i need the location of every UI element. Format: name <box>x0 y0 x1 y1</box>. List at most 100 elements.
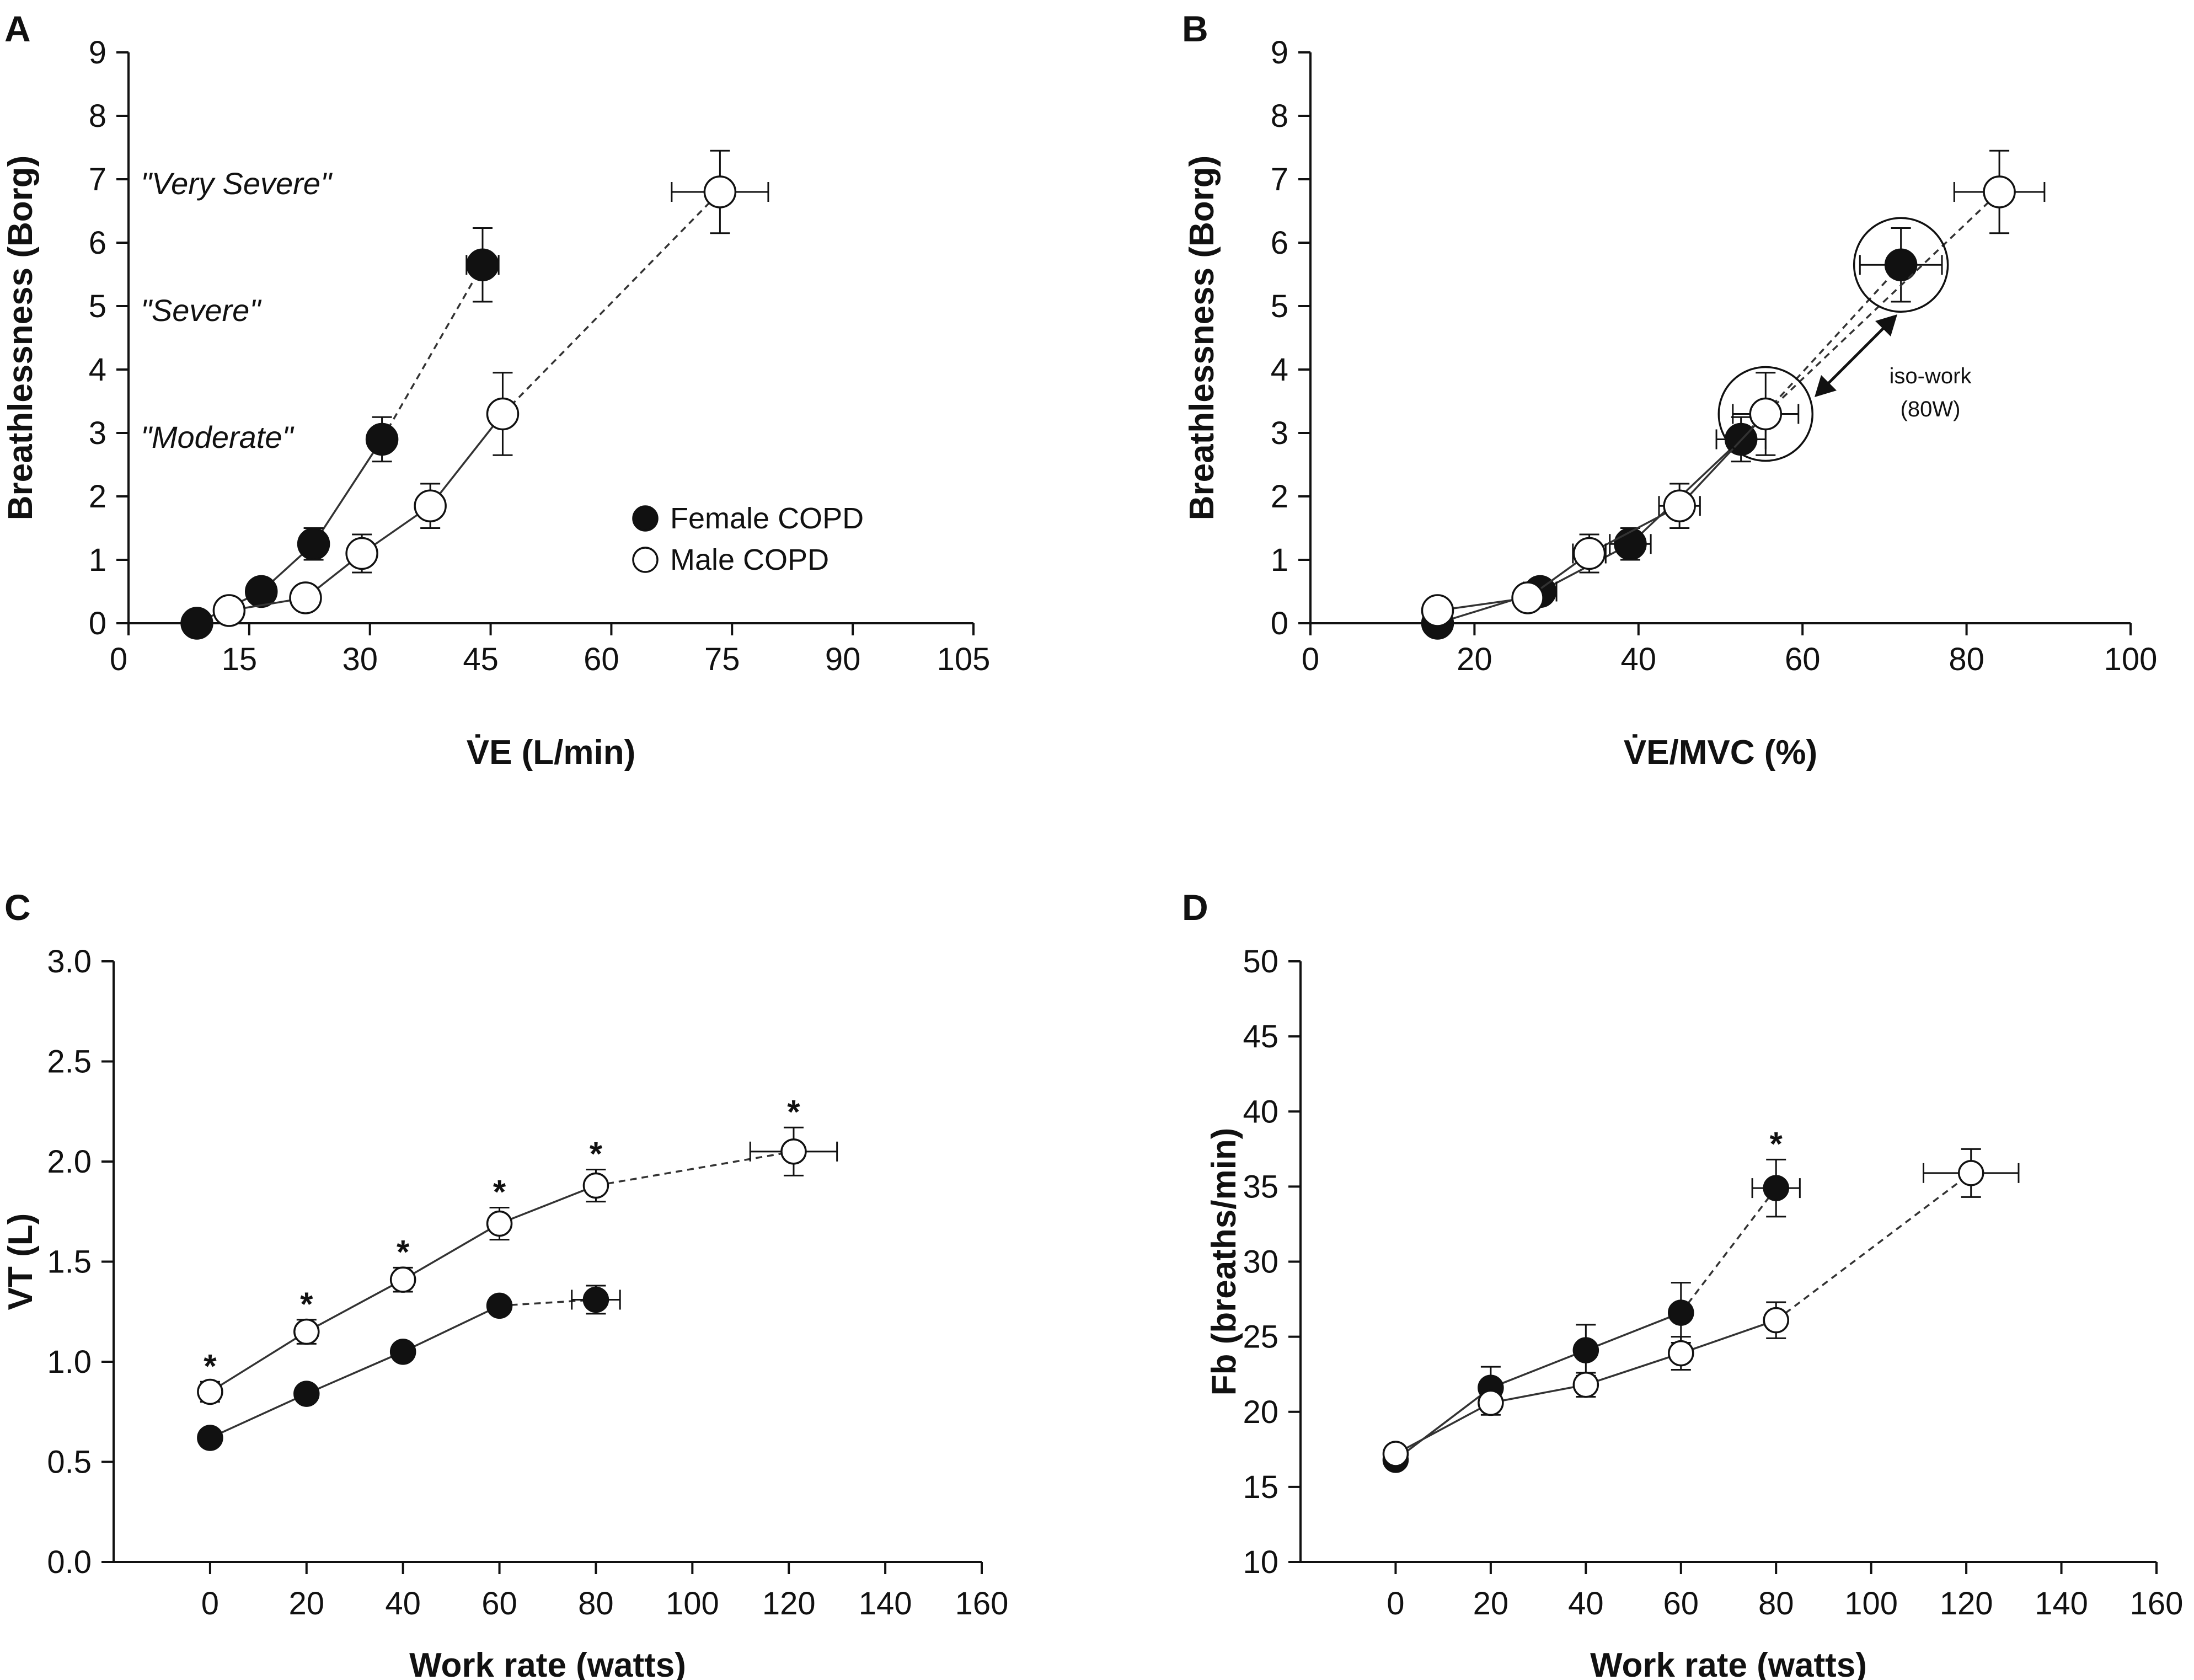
annotation-very-severe: "Very Severe" <box>141 166 333 201</box>
x-tick-label: 140 <box>859 1586 912 1622</box>
annotation-moderate: "Moderate" <box>141 420 294 454</box>
female-data-point <box>582 1286 609 1313</box>
x-tick-label: 0 <box>1302 641 1319 677</box>
dashed-segment <box>381 264 484 440</box>
significance-asterisk: * <box>590 1136 603 1173</box>
isowork-arrow-head <box>1875 314 1897 336</box>
y-tick-label: 9 <box>89 35 106 71</box>
x-tick-label: 80 <box>1758 1586 1794 1622</box>
line-segment <box>402 1223 500 1281</box>
y-tick-label: 9 <box>1271 35 1288 71</box>
y-axis-title: Breathlessness (Borg) <box>2 156 40 521</box>
y-tick-label: 1 <box>89 542 106 578</box>
x-tick-label: 20 <box>1473 1586 1509 1622</box>
line-segment <box>1395 1401 1491 1455</box>
panel-c: C 0.0 0.5 1.0 1.5 2.0 2.5 3.0 0 20 40 60 80 100 120 140… <box>2 887 1008 1680</box>
x-tick-label: 20 <box>1457 641 1492 677</box>
male-data-point <box>289 581 322 614</box>
female-data-point <box>486 1292 513 1319</box>
male-data-point <box>1749 397 1783 431</box>
line-segment <box>1585 1352 1682 1386</box>
x-tick-label: 60 <box>481 1586 517 1622</box>
y-tick-label: 40 <box>1243 1094 1278 1130</box>
x-tick-label: 60 <box>584 641 619 677</box>
male-data-point <box>197 1378 223 1405</box>
y-tick-label: 1 <box>1271 542 1288 578</box>
dashed-segment <box>1775 1172 1972 1321</box>
line-segment <box>1395 1387 1491 1461</box>
x-tick-label: 100 <box>666 1586 719 1622</box>
y-tick-label: 3.0 <box>47 944 92 980</box>
isowork-label: (80W) <box>1901 397 1961 421</box>
legend-female-marker <box>632 505 659 532</box>
y-tick-label: 2 <box>1271 479 1288 515</box>
significance-asterisk: * <box>300 1286 313 1323</box>
y-axis-title: Breathlessness (Borg) <box>1183 156 1221 521</box>
x-tick-label: 45 <box>463 641 499 677</box>
female-data-point <box>1668 1299 1694 1326</box>
y-tick-label: 0 <box>89 606 106 641</box>
male-data-point <box>293 1318 320 1345</box>
dashed-segment <box>596 1151 794 1187</box>
y-tick-label: 3 <box>89 415 106 451</box>
y-tick-label: 0.5 <box>47 1444 92 1480</box>
dashed-segment <box>1680 1187 1777 1314</box>
male-data-point <box>1572 537 1606 570</box>
x-tick-label: 75 <box>704 641 740 677</box>
y-tick-label: 10 <box>1243 1544 1278 1580</box>
male-data-point <box>486 397 520 431</box>
dashed-segment <box>499 1298 596 1307</box>
x-tick-label: 140 <box>2035 1586 2088 1622</box>
line-segment <box>306 1351 404 1395</box>
y-axis-title: Fb (breaths/min) <box>1205 1128 1243 1396</box>
panel-b: B 0 1 2 3 4 5 6 7 8 9 0 20 40 60 80 100 V̇E/MVC (%) Breath… <box>1182 8 2157 772</box>
y-axis-title: VT (L) <box>2 1213 40 1310</box>
x-tick-label: 80 <box>578 1586 614 1622</box>
panel-letter: A <box>4 8 31 49</box>
x-tick-label: 40 <box>1621 641 1657 677</box>
male-data-point <box>414 489 447 522</box>
y-tick-label: 6 <box>1271 225 1288 261</box>
y-tick-label: 0.0 <box>47 1544 92 1580</box>
y-tick-label: 4 <box>1271 352 1288 388</box>
x-axis-title: V̇E (L/min) <box>467 734 636 772</box>
y-tick-label: 7 <box>1271 162 1288 197</box>
male-data-point <box>486 1210 513 1237</box>
y-tick-label: 15 <box>1243 1469 1278 1505</box>
x-tick-label: 80 <box>1949 641 1984 677</box>
x-tick-label: 90 <box>825 641 861 677</box>
isowork-highlight-circle <box>1853 217 1949 313</box>
x-tick-label: 100 <box>1844 1586 1898 1622</box>
series-female <box>197 1285 621 1451</box>
male-data-point <box>345 537 378 570</box>
y-tick-label: 8 <box>89 98 106 134</box>
male-data-point <box>1763 1307 1789 1334</box>
male-data-point <box>703 175 737 208</box>
x-tick-label: 0 <box>201 1586 219 1622</box>
y-tick-label: 2.5 <box>47 1044 92 1080</box>
isowork-label: iso-work <box>1890 364 1972 388</box>
x-tick-label: 40 <box>385 1586 421 1622</box>
series-female <box>1382 1158 1801 1473</box>
y-tick-label: 1.5 <box>47 1244 92 1280</box>
female-data-point <box>1763 1175 1789 1201</box>
y-tick-label: 6 <box>89 225 106 261</box>
line-segment <box>306 1278 404 1333</box>
y-tick-label: 50 <box>1243 944 1278 980</box>
x-tick-label: 0 <box>1387 1586 1404 1622</box>
line-segment <box>209 1331 307 1393</box>
female-data-point <box>1884 248 1918 281</box>
panel-letter: D <box>1182 887 1208 928</box>
y-tick-label: 0 <box>1271 606 1288 641</box>
female-data-point <box>389 1339 416 1365</box>
x-tick-label: 30 <box>342 641 378 677</box>
y-tick-label: 45 <box>1243 1019 1278 1055</box>
male-data-point <box>1668 1340 1694 1367</box>
line-segment <box>313 438 383 545</box>
isowork-arrow-head <box>1815 375 1837 397</box>
female-data-point <box>1614 527 1647 560</box>
annotation-severe: "Severe" <box>141 293 261 328</box>
y-tick-label: 25 <box>1243 1319 1278 1355</box>
